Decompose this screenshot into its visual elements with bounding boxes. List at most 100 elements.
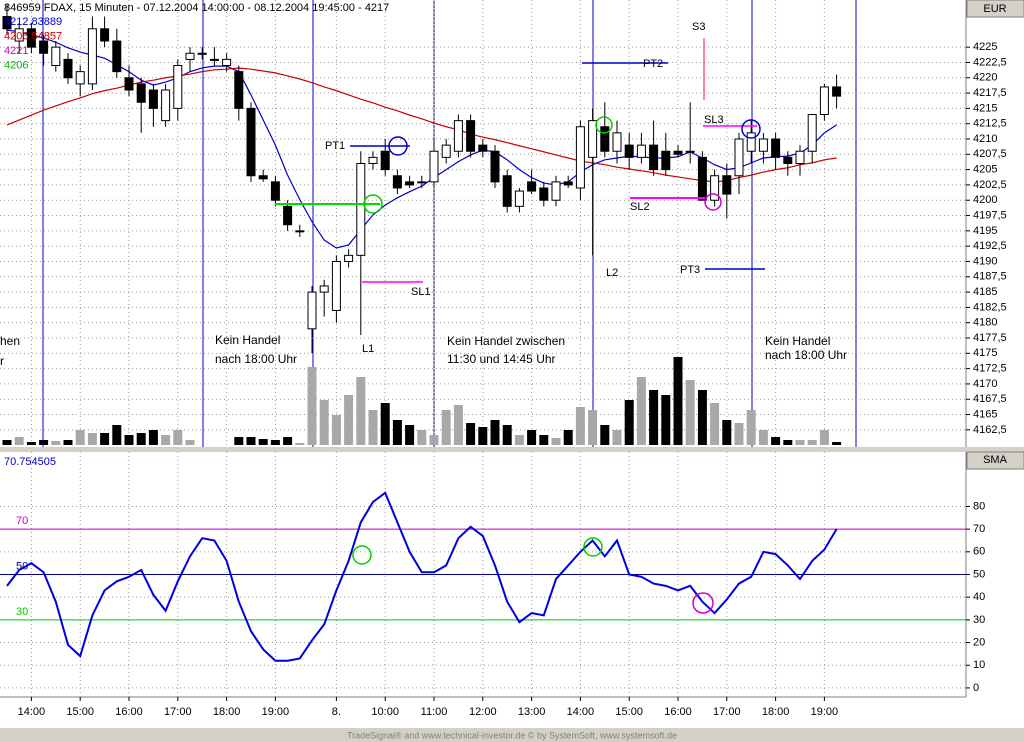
note: Kein Handel (215, 333, 280, 347)
x-tick-label: 17:00 (164, 706, 192, 718)
y-tick-label: 4225 (973, 41, 997, 53)
candle-body (807, 114, 817, 152)
candle-body (563, 181, 573, 186)
y-tick-label: 4222,5 (973, 56, 1007, 68)
volume-bar (490, 420, 500, 445)
candle-body (331, 260, 341, 311)
y-tick-label: 4217,5 (973, 87, 1007, 99)
volume-bar (417, 430, 427, 445)
volume-bar (832, 442, 842, 445)
volume-bar (502, 425, 512, 445)
volume-bar (746, 410, 756, 445)
y-tick-label: 4165 (973, 408, 997, 420)
candle-body (344, 254, 354, 262)
footer-bar (0, 728, 1024, 742)
indicator-name: SMA (983, 454, 1008, 466)
volume-bar (429, 435, 439, 445)
volume-bar (673, 357, 683, 445)
candle-body (75, 71, 85, 85)
candle-body (2, 16, 12, 30)
annotation-label: L1 (362, 343, 374, 355)
candle-body (710, 175, 720, 201)
volume-bar (661, 395, 671, 445)
volume-bar (453, 405, 463, 445)
volume-bar (136, 433, 146, 445)
y-tick-label: 4197,5 (973, 209, 1007, 221)
candle-body (636, 144, 646, 158)
x-tick-label: 11:00 (421, 706, 448, 718)
legend-entry: 4206 (4, 59, 28, 71)
volume-bar (819, 430, 829, 445)
x-tick-label: 18:00 (762, 706, 790, 718)
candle-body (588, 120, 598, 158)
y-tick-label: 4175 (973, 347, 997, 359)
candle-body (87, 28, 97, 85)
candle-body (771, 138, 781, 158)
y-tick-label: 4210 (973, 133, 997, 145)
y-tick-label: 4220 (973, 72, 997, 84)
x-tick-label: 16:00 (664, 706, 692, 718)
annotation-label: SL1 (411, 286, 431, 298)
candle-body (209, 58, 219, 61)
y-tick-label: 4215 (973, 102, 997, 114)
candle-body (746, 132, 756, 152)
note: nach 18:00 Uhr (765, 348, 847, 362)
candle-body (234, 71, 244, 109)
currency-label: EUR (983, 3, 1006, 15)
annotation-label: PT2 (643, 58, 663, 70)
candle-body (478, 144, 488, 152)
volume-bar (100, 433, 110, 445)
volume-bar (600, 425, 610, 445)
candle-body (356, 162, 366, 256)
candle-body (722, 175, 732, 195)
volume-bar (161, 435, 171, 445)
candle-body (429, 150, 439, 183)
session-lines (42, 0, 857, 447)
volume-bar (234, 437, 244, 445)
candle-body (51, 46, 61, 67)
candle-body (441, 144, 451, 158)
volume-bar (539, 435, 549, 445)
legend-entry: 4206.54857 (4, 30, 62, 42)
y-tick-label: 4192,5 (973, 240, 1007, 252)
panel-separator (0, 447, 1024, 452)
volume-bar (722, 420, 732, 445)
volume-bar (685, 380, 695, 445)
candle-body (539, 187, 549, 201)
candle-body (295, 230, 305, 233)
volume-bar (551, 438, 561, 445)
candle-body (39, 40, 49, 54)
note: r (0, 354, 4, 368)
x-tick-label: 19:00 (811, 706, 839, 718)
x-tick-label: 14:00 (567, 706, 595, 718)
candle-body (490, 150, 500, 183)
annotation-label: L2 (606, 267, 618, 279)
volume-bar (649, 390, 659, 445)
note: 11:30 und 14:45 Uhr (447, 352, 556, 366)
annotation-label: S3 (692, 21, 705, 33)
candle-body (502, 175, 512, 207)
volume-bar (26, 442, 36, 445)
candle-body (612, 132, 622, 152)
annotation-label: SL3 (704, 114, 724, 126)
candle-body (624, 144, 634, 158)
candle-body (14, 28, 24, 42)
x-tick-label: 14:00 (18, 706, 46, 718)
candle-body (197, 52, 207, 55)
volume-bar (612, 430, 622, 445)
candle-body (392, 175, 402, 189)
volume-bar (319, 400, 329, 445)
y-tick-label: 4205 (973, 164, 997, 176)
candle-body (453, 120, 463, 152)
candle-body (551, 181, 561, 201)
volume-bar (87, 433, 97, 445)
volume-bar (63, 440, 73, 445)
volume-bar (380, 403, 390, 445)
y-tick-label: 40 (973, 591, 985, 603)
volume-bar (710, 403, 720, 445)
candle-body (173, 65, 183, 109)
candle-body (575, 126, 585, 189)
volume-bar (734, 423, 744, 445)
volume-bar (295, 443, 305, 445)
volume-bar (112, 425, 122, 445)
